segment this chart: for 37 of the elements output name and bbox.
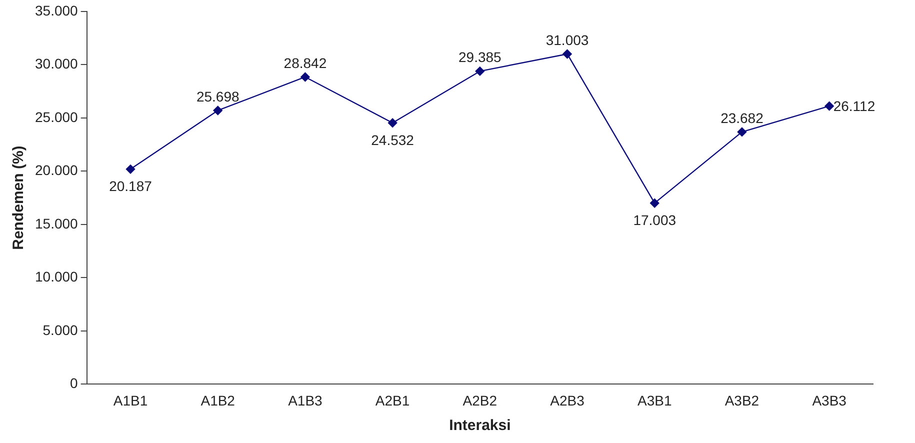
- x-tick-label: A3B2: [724, 392, 760, 408]
- x-tick-label: A1B1: [113, 392, 148, 408]
- y-tick-label: 25.000: [34, 108, 78, 125]
- data-label: 26.112: [833, 98, 876, 114]
- y-tick-label: 20.000: [34, 162, 78, 178]
- data-label: 28.842: [284, 54, 327, 71]
- data-label: 29.385: [458, 49, 502, 66]
- x-tick-label: A2B2: [462, 392, 498, 408]
- point: [475, 66, 485, 76]
- data-label: 25.698: [196, 88, 240, 104]
- point: [300, 72, 310, 82]
- data-label: 23.682: [720, 110, 764, 126]
- y-tick-label: 35.000: [34, 2, 78, 18]
- y-tick-label: 15.000: [34, 215, 78, 232]
- data-label: 31.003: [546, 32, 589, 48]
- data-label: 20.187: [109, 178, 152, 194]
- y-tick-label: 30.000: [34, 56, 78, 72]
- point: [126, 164, 136, 174]
- y-tick-label: 0: [70, 375, 78, 392]
- y-tick-label: 5.000: [42, 322, 78, 338]
- point: [213, 106, 222, 116]
- x-tick-label: A3B3: [812, 392, 847, 408]
- x-axis-title: Interaksi: [449, 417, 511, 434]
- y-tick-label: 10.000: [34, 268, 78, 285]
- x-tick-label: A1B3: [288, 392, 323, 408]
- data-label: 24.532: [371, 132, 414, 148]
- x-tick-label: A3B1: [637, 392, 672, 408]
- data-label: 17.003: [633, 212, 676, 228]
- x-tick-label: A2B1: [375, 392, 410, 408]
- point: [824, 101, 834, 111]
- point: [562, 49, 572, 59]
- x-tick-label: A2B3: [550, 392, 585, 408]
- y-axis-title: Rendemen (%): [10, 146, 28, 250]
- point: [388, 118, 398, 128]
- point: [737, 127, 747, 137]
- x-tick-label: A1B2: [200, 392, 236, 408]
- point: [650, 198, 660, 208]
